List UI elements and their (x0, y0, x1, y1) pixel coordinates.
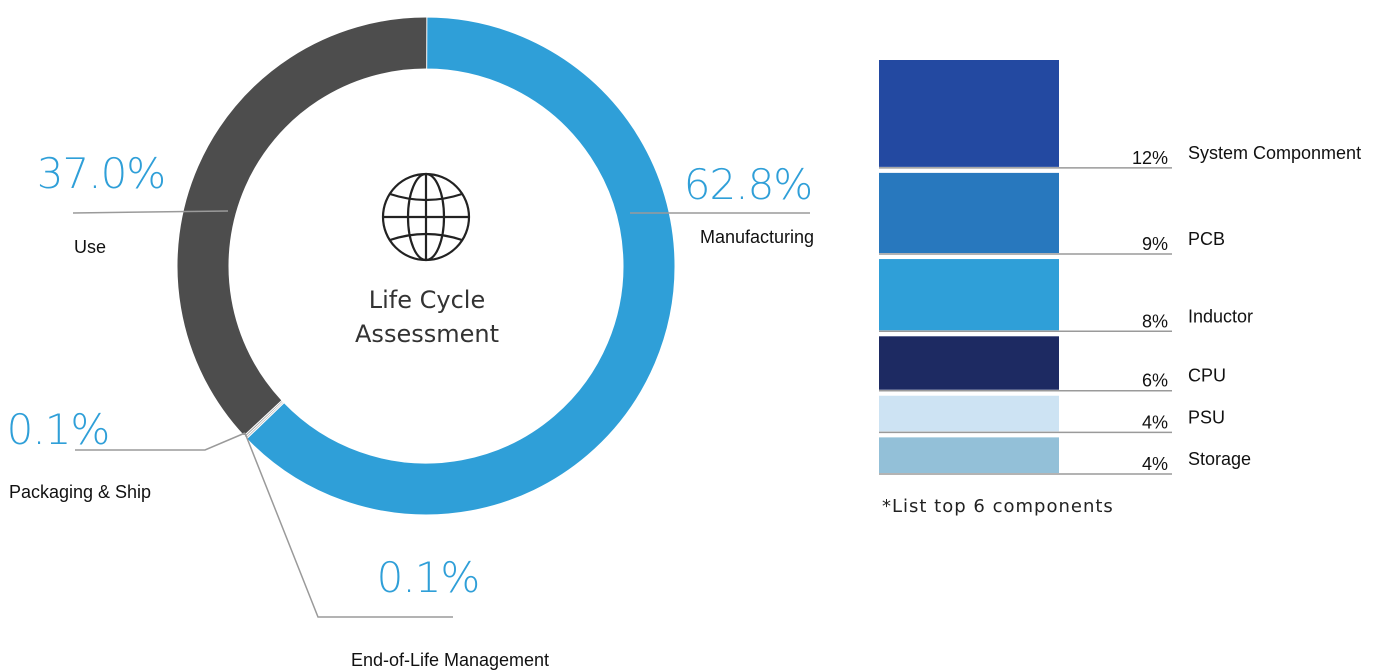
center-title-line1: Life Cycle (369, 286, 485, 314)
use-label: Use (74, 237, 106, 257)
eol-label: End-of-Life Management (351, 650, 549, 670)
component-value-inductor: 8% (1142, 311, 1168, 331)
component-value-storage: 4% (1142, 454, 1168, 474)
component-label-storage: Storage (1188, 449, 1251, 469)
manufacturing-percent: 62.8% (684, 160, 812, 209)
leader-line-eol (244, 432, 453, 618)
component-bar-inductor (879, 259, 1059, 331)
component-label-system-componment: System Componment (1188, 143, 1361, 163)
leader-lines (72, 210, 810, 618)
use-percent: 37.0% (37, 149, 165, 198)
component-label-inductor: Inductor (1188, 306, 1253, 326)
leader-line-use (72, 210, 229, 214)
component-bar-storage (879, 437, 1059, 473)
packaging-percent: 0.1% (7, 405, 110, 454)
component-bar-system-componment (879, 60, 1059, 167)
manufacturing-label: Manufacturing (700, 227, 814, 247)
component-bar-cpu (879, 336, 1059, 390)
center-title-line2: Assessment (355, 320, 499, 348)
component-label-cpu: CPU (1188, 366, 1226, 386)
footnote: *List top 6 components (882, 496, 1114, 517)
component-value-system-componment: 12% (1132, 148, 1168, 168)
component-bar-pcb (879, 172, 1059, 254)
leader-line-packaging (75, 432, 246, 451)
component-bar-psu (879, 395, 1059, 432)
eol-percent: 0.1% (377, 553, 480, 602)
donut-slice-manufacturing (245, 16, 676, 516)
donut-chart (176, 16, 676, 516)
component-value-cpu: 6% (1142, 371, 1168, 391)
component-label-psu: PSU (1188, 407, 1225, 427)
component-bar-chart: 12% System Componment 9% PCB 8% Inductor 6% CPU… (879, 60, 1361, 475)
donut-slice-use (176, 16, 428, 437)
component-label-pcb: PCB (1188, 229, 1225, 249)
globe-icon (381, 172, 471, 262)
component-value-pcb: 9% (1142, 234, 1168, 254)
packaging-label: Packaging & Ship (9, 482, 151, 502)
component-value-psu: 4% (1142, 412, 1168, 432)
